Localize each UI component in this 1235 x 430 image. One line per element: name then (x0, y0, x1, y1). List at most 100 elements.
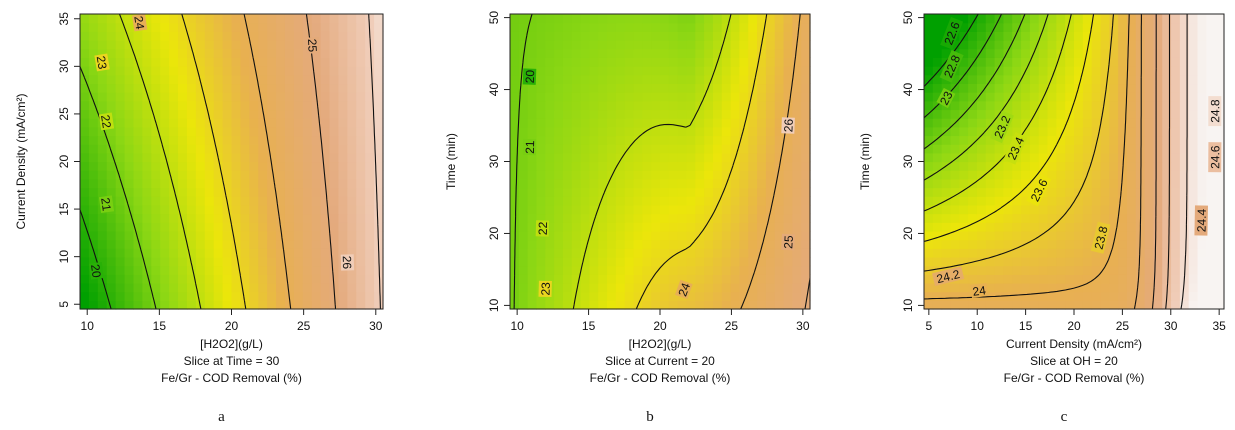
heatmap-cell (704, 31, 714, 41)
heatmap-cell (1197, 144, 1207, 154)
heatmap-cell (311, 152, 322, 163)
heatmap-cell (686, 74, 696, 85)
heatmap-cell (527, 274, 538, 284)
heatmap-cell (571, 196, 582, 206)
heatmap-cell (704, 40, 714, 50)
heatmap-cell (704, 248, 714, 258)
heatmap-cell (195, 256, 206, 267)
heatmap-cell (276, 265, 286, 275)
heatmap-cell (1003, 222, 1013, 232)
heatmap-cell (1012, 57, 1022, 67)
heatmap-cell (302, 161, 313, 171)
heatmap-cell (633, 22, 643, 32)
heatmap-cell (142, 239, 152, 249)
heatmap-cell (1047, 274, 1057, 284)
heatmap-cell (792, 118, 802, 128)
heatmap-cell (124, 152, 135, 163)
heatmap-cell (1153, 92, 1163, 102)
heatmap-cell (677, 14, 688, 24)
heatmap-cell (518, 196, 529, 206)
heatmap-cell (1029, 14, 1040, 24)
heatmap-cell (739, 31, 749, 41)
heatmap-cell (562, 135, 573, 145)
heatmap-cell (320, 230, 331, 241)
heatmap-cell (347, 135, 357, 145)
heatmap-cell (677, 213, 688, 223)
heatmap-cell (1135, 40, 1146, 50)
heatmap-cell (615, 92, 626, 102)
contour-label-bg (98, 195, 115, 214)
heatmap-cell (302, 291, 313, 301)
heatmap-cell (1047, 31, 1057, 41)
heatmap-cell (757, 126, 767, 137)
heatmap-cell (267, 118, 277, 128)
heatmap-cell (1197, 282, 1207, 293)
heatmap-cell (293, 300, 304, 310)
heatmap-cell (276, 40, 286, 50)
heatmap-cell (704, 204, 714, 215)
heatmap-cell (924, 144, 934, 154)
x-tick-label: 15 (582, 319, 596, 333)
heatmap-cell (1206, 187, 1216, 197)
heatmap-cell (774, 230, 785, 241)
heatmap-cell (1206, 31, 1216, 41)
heatmap-cell (1153, 48, 1163, 58)
heatmap-cell (580, 161, 591, 171)
heatmap-cell (959, 178, 969, 189)
heatmap-cell (160, 239, 170, 249)
heatmap-cell (598, 144, 608, 154)
heatmap-cell (757, 222, 767, 232)
heatmap-cell (1171, 256, 1181, 267)
heatmap-cell (598, 187, 608, 197)
heatmap-cell (642, 291, 652, 301)
heatmap-cell (545, 161, 555, 171)
heatmap-cell (941, 213, 952, 223)
heatmap-cell (347, 92, 357, 102)
heatmap-cell (518, 31, 529, 41)
heatmap-cell (374, 300, 384, 310)
heatmap-cell (633, 66, 643, 76)
heatmap-cell (518, 265, 529, 275)
contour-lines (513, 14, 810, 309)
heatmap-cell (668, 48, 679, 58)
heatmap-cell (267, 291, 277, 301)
heatmap-cell (1188, 187, 1199, 197)
heatmap-cell (169, 48, 179, 58)
heatmap-cell (554, 204, 564, 215)
heatmap-cell (1144, 291, 1155, 301)
heatmap-cell (801, 22, 811, 32)
heatmap-cell (1074, 66, 1084, 76)
heatmap-cell (721, 66, 732, 76)
contour-label-23.8: 23.8 (1092, 224, 1111, 250)
heatmap-cell (88, 239, 99, 249)
heatmap-cell (712, 265, 723, 275)
heatmap-cell (106, 31, 117, 41)
heatmap-cell (124, 100, 135, 111)
heatmap-cell (1171, 92, 1181, 102)
heatmap-cell (924, 187, 934, 197)
heatmap-cell (1171, 300, 1181, 310)
heatmap-cell (293, 66, 304, 76)
heatmap-cell (959, 239, 969, 249)
heatmap-cell (1188, 256, 1199, 267)
heatmap-cell (801, 83, 811, 93)
heatmap-cell (284, 213, 295, 223)
heatmap-cell (1082, 239, 1093, 249)
heatmap-cell (739, 300, 749, 310)
heatmap-cell (302, 204, 313, 215)
heatmap-cell (106, 40, 117, 50)
heatmap-cell (668, 196, 679, 206)
heatmap-cell (276, 66, 286, 76)
heatmap-cell (142, 31, 152, 41)
heatmap-cell (1135, 83, 1146, 93)
heatmap-cell (580, 265, 591, 275)
heatmap-cell (124, 40, 135, 50)
heatmap-cell (668, 230, 679, 241)
heatmap-cell (1171, 74, 1181, 85)
heatmap-cell (186, 230, 197, 241)
heatmap-cell (1188, 152, 1199, 163)
heatmap-cell (338, 230, 348, 241)
heatmap-cell (686, 187, 696, 197)
heatmap-cell (985, 14, 996, 24)
heatmap-cell (1162, 135, 1172, 145)
